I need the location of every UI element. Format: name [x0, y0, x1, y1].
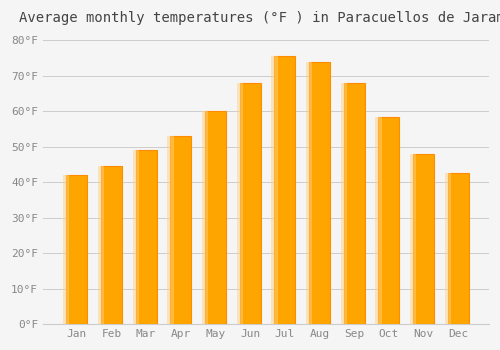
- Bar: [274, 56, 295, 324]
- Bar: [136, 150, 156, 324]
- Bar: [101, 166, 122, 324]
- Bar: [410, 154, 416, 324]
- Bar: [202, 111, 208, 324]
- Bar: [170, 136, 191, 324]
- Bar: [63, 175, 70, 324]
- Bar: [66, 175, 87, 324]
- Bar: [132, 150, 139, 324]
- Bar: [240, 83, 260, 324]
- Bar: [344, 83, 364, 324]
- Bar: [309, 62, 330, 324]
- Bar: [306, 62, 312, 324]
- Bar: [98, 166, 104, 324]
- Bar: [272, 56, 278, 324]
- Bar: [376, 117, 382, 324]
- Bar: [236, 83, 243, 324]
- Bar: [444, 173, 451, 324]
- Bar: [378, 117, 400, 324]
- Bar: [168, 136, 173, 324]
- Bar: [448, 173, 468, 324]
- Bar: [413, 154, 434, 324]
- Bar: [340, 83, 347, 324]
- Bar: [205, 111, 226, 324]
- Title: Average monthly temperatures (°F ) in Paracuellos de Jarama: Average monthly temperatures (°F ) in Pa…: [19, 11, 500, 25]
